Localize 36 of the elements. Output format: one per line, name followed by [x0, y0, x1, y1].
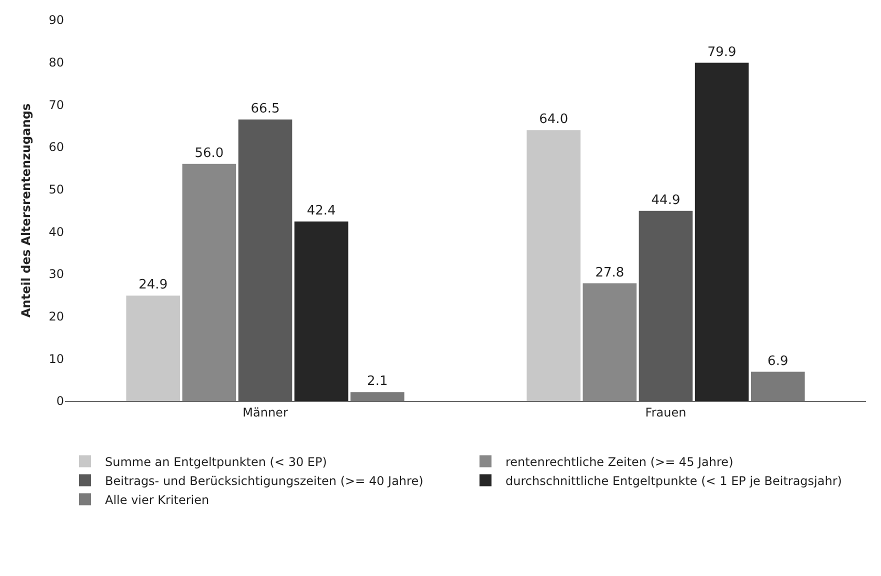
y-axis-title: Anteil des Altersrentenzugangs: [19, 103, 34, 318]
bar: [582, 283, 637, 401]
y-tick-label: 10: [48, 352, 64, 366]
bar: [182, 164, 236, 401]
legend-label: durchschnittliche Entgeltpunkte (< 1 EP je Beitragsjahr): [506, 474, 842, 488]
y-tick-label: 60: [48, 140, 64, 154]
data-label: 6.9: [768, 354, 788, 369]
x-tick-label: Frauen: [645, 405, 686, 420]
legend-label: Summe an Entgeltpunkten (< 30 EP): [105, 454, 327, 469]
data-label: 64.0: [539, 112, 568, 128]
data-label: 27.8: [595, 265, 624, 280]
legend-label: rentenrechtliche Zeiten (>= 45 Jahre): [506, 454, 734, 469]
y-tick-label: 80: [48, 56, 64, 70]
x-tick-label: Männer: [242, 405, 288, 420]
data-label: 66.5: [250, 101, 280, 116]
y-tick-label: 20: [48, 310, 64, 324]
y-tick-label: 30: [48, 267, 64, 282]
y-tick-label: 90: [48, 13, 64, 28]
legend-label: Alle vier Kriterien: [105, 492, 210, 507]
bar: [294, 222, 348, 401]
bar: [750, 372, 805, 401]
y-tick-label: 50: [48, 182, 64, 197]
bar: [694, 62, 749, 401]
legend-label: Beitrags- und Berücksichtigungszeiten (>= 40 Jahre): [105, 474, 424, 488]
y-tick-label: 0: [56, 394, 64, 408]
bar: [126, 296, 180, 401]
bar: [526, 130, 581, 401]
data-label: 79.9: [707, 44, 736, 60]
data-label: 42.4: [306, 204, 336, 219]
y-tick-label: 40: [48, 224, 64, 239]
bar: [350, 392, 404, 401]
data-label: 44.9: [651, 192, 680, 208]
y-tick-label: 70: [48, 98, 64, 112]
data-label: 56.0: [194, 146, 224, 161]
data-label: 2.1: [367, 374, 388, 390]
data-label: 24.9: [138, 278, 168, 293]
